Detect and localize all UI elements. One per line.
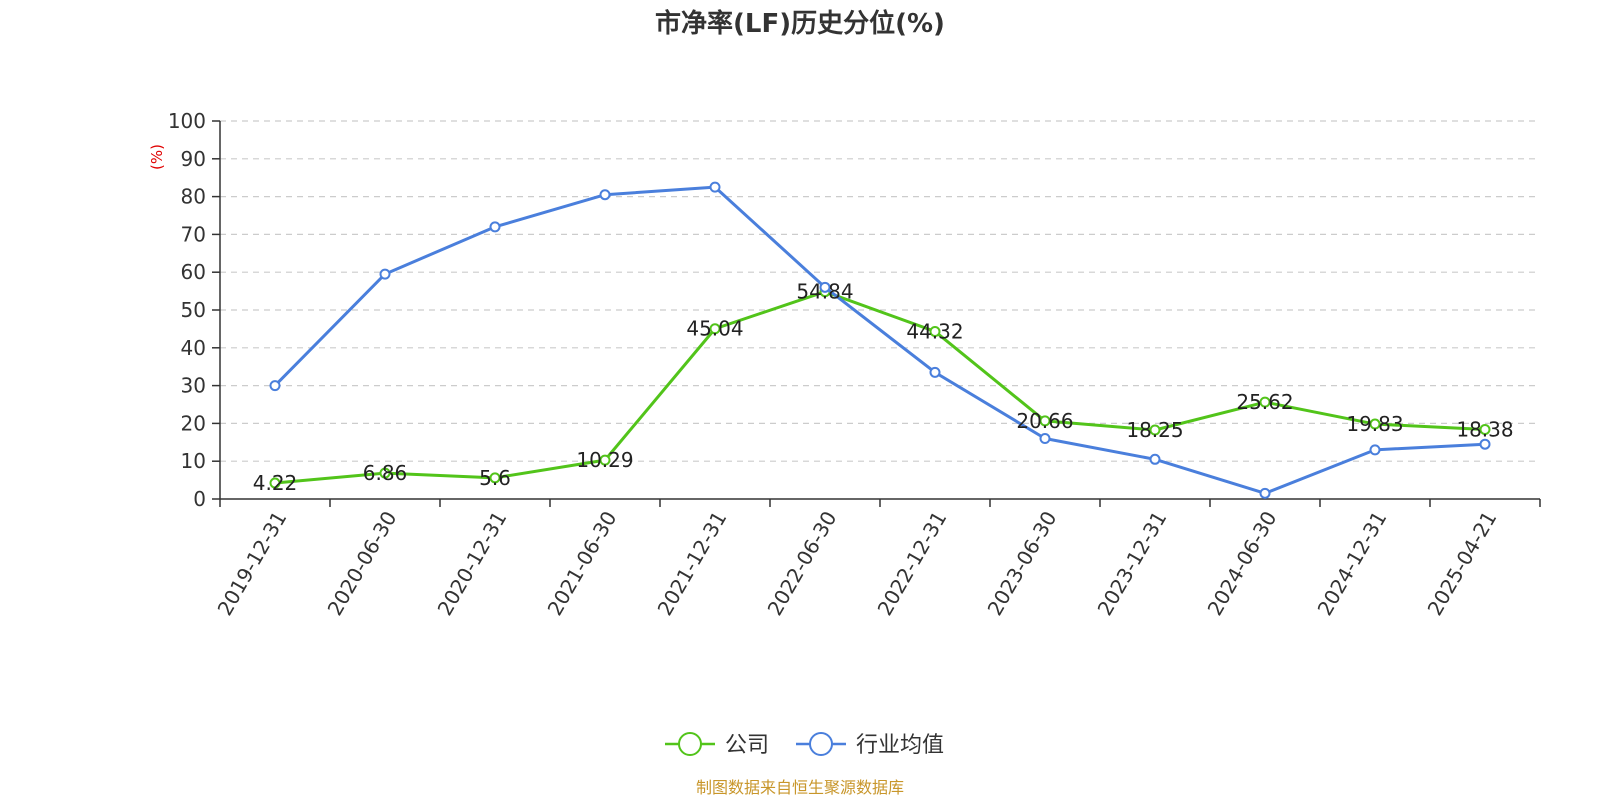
- chart-title: 市净率(LF)历史分位(%): [655, 8, 945, 39]
- x-tick-label: 2024-06-30: [1202, 507, 1281, 620]
- data-point-1[interactable]: [1479, 438, 1491, 450]
- data-label: 18.25: [1126, 418, 1183, 442]
- legend-marker[interactable]: [809, 732, 833, 756]
- y-tick-label: 30: [181, 374, 206, 398]
- data-point-1[interactable]: [599, 189, 611, 201]
- series-line-1: [273, 185, 1486, 495]
- data-point-1[interactable]: [379, 268, 391, 280]
- data-label: 18.38: [1456, 418, 1513, 442]
- data-point-1[interactable]: [819, 281, 831, 293]
- data-label: 5.6: [479, 466, 511, 490]
- x-tick-label: 2022-06-30: [762, 507, 841, 620]
- data-point-1[interactable]: [1369, 444, 1381, 456]
- legend-label[interactable]: 公司: [725, 733, 769, 758]
- x-tick-label: 2021-06-30: [542, 507, 621, 620]
- x-tick-label: 2023-06-30: [982, 507, 1061, 620]
- legend-label[interactable]: 行业均值: [856, 733, 944, 758]
- y-tick-label: 70: [181, 222, 206, 246]
- data-point-1[interactable]: [1259, 487, 1271, 499]
- data-point-0[interactable]: [1259, 396, 1271, 408]
- axes: 0 10 20 30 40 50 60 70 80 90 100 2019-12-31 2020-06-…: [168, 109, 1541, 620]
- data-point-0[interactable]: [929, 325, 941, 337]
- y-tick-label: 0: [193, 487, 206, 511]
- x-tick-label: 2022-12-31: [872, 507, 951, 620]
- y-tick-label: 40: [181, 336, 206, 360]
- data-label: 10.29: [576, 448, 633, 472]
- y-tick-label: 60: [181, 260, 206, 284]
- y-tick-label: 80: [181, 185, 206, 209]
- data-point-0[interactable]: [489, 472, 501, 484]
- data-point-0[interactable]: [1039, 415, 1051, 427]
- grid: [220, 120, 1540, 462]
- data-label: 20.66: [1016, 409, 1073, 433]
- x-tick-label: 2021-12-31: [652, 507, 731, 620]
- data-point-0[interactable]: [269, 477, 281, 489]
- data-point-1[interactable]: [709, 181, 721, 193]
- legend[interactable]: 公司 行业均值: [665, 732, 944, 758]
- data-label: 25.62: [1236, 390, 1293, 414]
- data-point-1[interactable]: [929, 366, 941, 378]
- x-tick-label: 2025-04-21: [1422, 507, 1501, 620]
- data-label: 44.32: [906, 319, 963, 343]
- data-point-0[interactable]: [709, 323, 721, 335]
- series: [269, 181, 1491, 499]
- data-point-0[interactable]: [379, 467, 391, 479]
- y-tick-label: 90: [181, 147, 206, 171]
- data-point-1[interactable]: [269, 380, 281, 392]
- data-point-1[interactable]: [1039, 433, 1051, 445]
- source-note: 制图数据来自恒生聚源数据库: [696, 778, 904, 797]
- data-label: 45.04: [686, 317, 743, 341]
- data-point-0[interactable]: [599, 454, 611, 466]
- data-label: 19.83: [1346, 412, 1403, 436]
- data-label: 6.86: [363, 461, 408, 485]
- data-labels: 4.22 6.86 5.6 10.29 45.04 54.84 44.32 20.66 18.2…: [253, 280, 1514, 495]
- data-point-0[interactable]: [1369, 418, 1381, 430]
- data-label: 54.84: [796, 280, 853, 304]
- data-point-0[interactable]: [1149, 424, 1161, 436]
- legend-marker[interactable]: [678, 732, 702, 756]
- x-tick-label: 2023-12-31: [1092, 507, 1171, 620]
- data-point-1[interactable]: [1149, 453, 1161, 465]
- y-tick-label: 50: [181, 298, 206, 322]
- x-tick-label: 2019-12-31: [212, 507, 291, 620]
- x-tick-label: 2020-12-31: [432, 507, 511, 620]
- x-tick-label: 2020-06-30: [322, 507, 401, 620]
- x-tick-label: 2024-12-31: [1312, 507, 1391, 620]
- y-tick-label: 100: [168, 109, 206, 133]
- y-tick-label: 10: [181, 449, 206, 473]
- data-point-0[interactable]: [1479, 424, 1491, 436]
- y-axis-label: (%): [148, 144, 166, 170]
- series-line-0: [274, 290, 1486, 485]
- y-tick-label: 20: [181, 411, 206, 435]
- data-point-1[interactable]: [489, 221, 501, 233]
- data-label: 4.22: [253, 471, 298, 495]
